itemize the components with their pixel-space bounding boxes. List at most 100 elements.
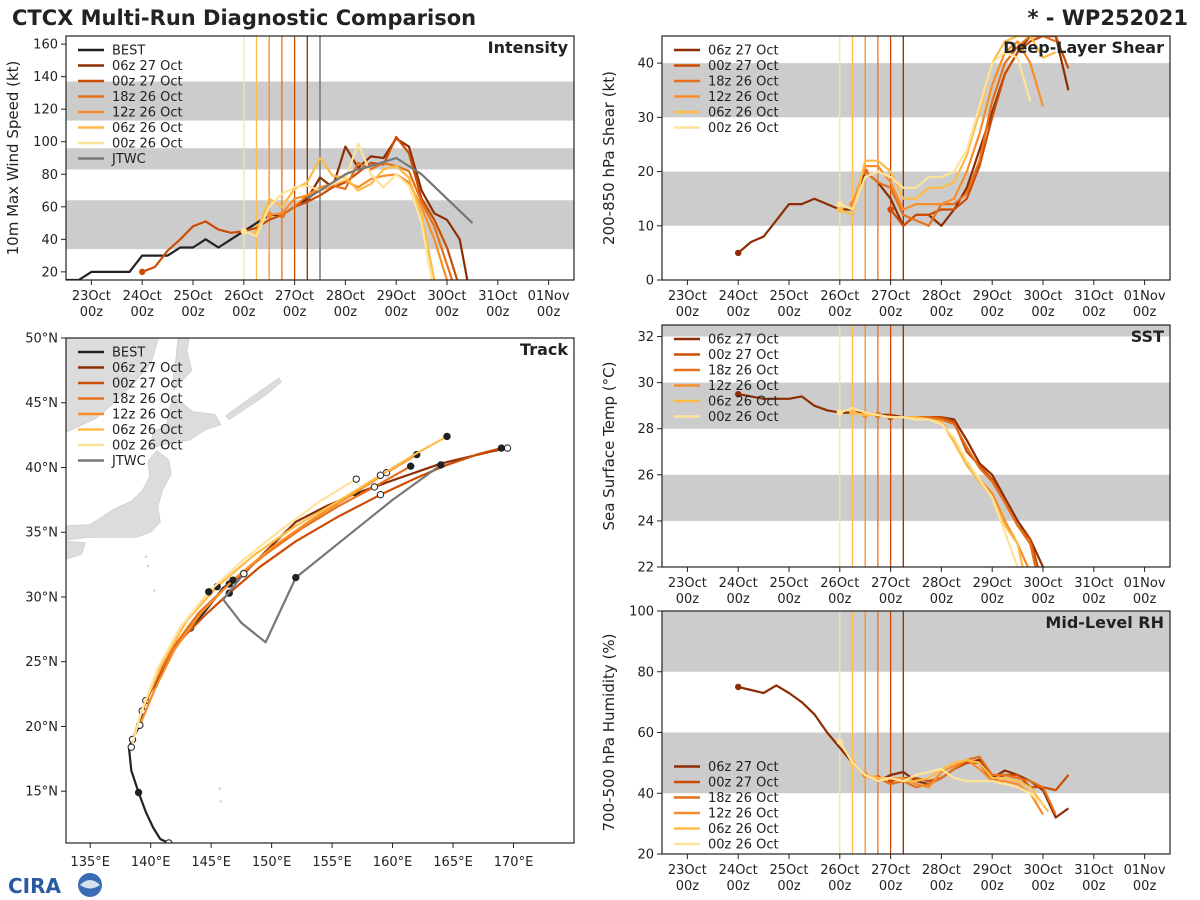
land-sakhalin — [173, 338, 193, 391]
track-point-00z-27-oct — [497, 444, 506, 452]
y-tick-label: 160 — [33, 38, 58, 53]
lat-tick-label: 30°N — [25, 590, 58, 605]
logo-swirl-icon — [80, 880, 100, 889]
y-tick-label: 120 — [33, 103, 58, 118]
x-tick-label: 26Oct — [820, 576, 859, 591]
x-tick-label: 29Oct — [973, 289, 1012, 304]
lat-tick-label: 40°N — [25, 461, 58, 476]
legend-label-00z-27-oct: 00z 27 Oct — [112, 75, 183, 90]
series-line-00z-26-oct — [243, 142, 433, 280]
track-line-06z-26-oct — [131, 435, 448, 740]
panel-title: SST — [1131, 327, 1164, 346]
y-tick-label: 60 — [41, 200, 58, 215]
lat-tick-label: 45°N — [25, 396, 58, 411]
series-start-point-00z-26-oct — [240, 228, 247, 235]
shaded-band — [662, 63, 1170, 118]
track-point-best — [134, 788, 143, 797]
y-tick-label: 100 — [33, 135, 58, 150]
land-island — [218, 787, 221, 790]
x-tick-label: 29Oct — [973, 863, 1012, 878]
y-tick-label: 10 — [637, 219, 654, 234]
x-tick-label: 00z — [777, 305, 801, 320]
lat-tick-label: 35°N — [25, 526, 58, 541]
legend-label-best: BEST — [112, 346, 145, 361]
x-tick-label: 31Oct — [1074, 576, 1113, 591]
series-start-point-00z-26-oct — [836, 409, 843, 416]
track-point-06z-26-oct — [443, 432, 451, 441]
y-tick-label: 22 — [637, 561, 654, 576]
map-content — [66, 338, 512, 843]
plot-content — [662, 611, 1170, 854]
panel-sst: 22242628303223Oct00z24Oct00z25Oct00z26Oc… — [600, 324, 1171, 607]
y-tick-label: 30 — [637, 376, 654, 391]
plot-content — [662, 36, 1170, 280]
x-tick-label: 00z — [1031, 879, 1055, 894]
track-point-18z-26-oct — [407, 462, 415, 470]
legend-label-00z-26-oct: 00z 26 Oct — [708, 121, 779, 136]
y-tick-label: 24 — [637, 514, 654, 529]
series-start-point-06z-26-oct — [849, 409, 856, 416]
x-tick-label: 00z — [981, 305, 1005, 320]
y-tick-label: 80 — [41, 168, 58, 183]
track-point-jtwc — [292, 573, 300, 582]
y-tick-label: 60 — [637, 726, 654, 741]
track-point-00z-27-oct — [376, 490, 385, 499]
x-tick-label: 00z — [1082, 305, 1106, 320]
x-tick-label: 24Oct — [719, 576, 758, 591]
y-tick-label: 20 — [41, 265, 58, 280]
x-tick-label: 30Oct — [427, 289, 466, 304]
x-tick-label: 00z — [1133, 305, 1157, 320]
series-line-06z-27-oct — [737, 684, 1070, 819]
plot-frame — [65, 35, 575, 281]
shaded-band — [662, 382, 1170, 429]
legend-label-06z-27-oct: 06z 27 Oct — [708, 760, 779, 775]
legend-label-12z-26-oct: 12z 26 Oct — [708, 807, 779, 822]
x-tick-label: 00z — [676, 305, 700, 320]
x-tick-label: 27Oct — [871, 863, 910, 878]
x-tick-label: 01Nov — [1124, 289, 1166, 304]
legend-label-18z-26-oct: 18z 26 Oct — [708, 75, 779, 90]
x-tick-label: 00z — [334, 305, 358, 320]
x-tick-label: 30Oct — [1023, 289, 1062, 304]
lon-tick-label: 155°E — [312, 855, 352, 870]
track-point-12z-26-oct — [229, 576, 237, 584]
x-tick-label: 27Oct — [871, 289, 910, 304]
panel-shear: 01020304023Oct00z24Oct00z25Oct00z26Oct00… — [600, 35, 1171, 320]
series-line-06z-26-oct — [851, 758, 1049, 813]
series-start-point-00z-27-oct — [139, 268, 146, 276]
y-tick-label: 0 — [646, 274, 654, 289]
series-start-point-00z-27-oct — [887, 206, 894, 213]
land-island — [147, 564, 150, 568]
y-tick-label: 30 — [637, 111, 654, 126]
x-tick-label: 23Oct — [72, 289, 111, 304]
legend-label-00z-26-oct: 00z 26 Oct — [708, 838, 779, 853]
x-tick-label: 27Oct — [871, 576, 910, 591]
legend-label-06z-27-oct: 06z 27 Oct — [708, 44, 779, 59]
panel-title: Mid-Level RH — [1045, 613, 1164, 632]
x-tick-label: 29Oct — [377, 289, 416, 304]
legend-label-best: BEST — [112, 44, 145, 59]
land-kurils — [225, 377, 282, 421]
plot-area — [662, 325, 1170, 567]
x-tick-label: 00z — [435, 305, 459, 320]
track-point-00z-26-oct — [352, 475, 360, 483]
lat-tick-label: 20°N — [25, 720, 58, 735]
plot-content — [66, 36, 574, 280]
plot-frame — [661, 324, 1171, 568]
x-tick-label: 01Nov — [528, 289, 570, 304]
series-line-18z-26-oct — [864, 36, 1057, 227]
track-point-06z-27-oct — [503, 444, 512, 452]
legend-label-06z-26-oct: 06z 26 Oct — [708, 395, 779, 410]
x-tick-label: 25Oct — [769, 863, 808, 878]
x-tick-label: 28Oct — [922, 289, 961, 304]
x-tick-label: 01Nov — [1124, 576, 1166, 591]
x-tick-label: 00z — [1133, 592, 1157, 607]
land-island — [153, 589, 156, 592]
map-frame — [65, 337, 575, 844]
track-point-00z-26-oct — [127, 743, 136, 751]
plot-frame — [661, 35, 1171, 281]
track-point-jtwc — [240, 569, 248, 578]
track-point-06z-26-oct — [376, 471, 385, 479]
lat-tick-label: 50°N — [25, 332, 58, 347]
